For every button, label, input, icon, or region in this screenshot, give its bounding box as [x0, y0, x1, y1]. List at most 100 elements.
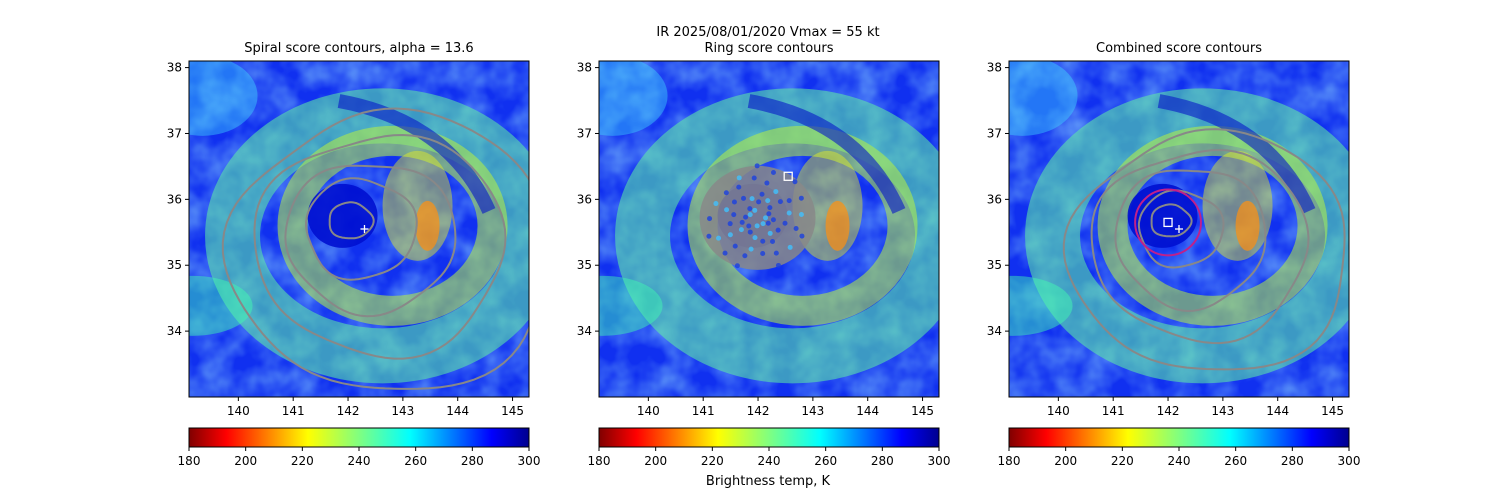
colorbar-tick-label: 220: [1111, 454, 1134, 468]
panel-title: Ring score contours: [704, 41, 833, 56]
score-contours: [221, 107, 529, 390]
center-plus-marker: [1175, 225, 1183, 233]
y-tick-label: 35: [987, 258, 1002, 272]
ring-gap: [742, 253, 748, 259]
ring-gap: [736, 184, 742, 190]
center-square-marker: [1163, 217, 1173, 228]
radius-circle: [1134, 188, 1202, 257]
ring-gap: [736, 175, 742, 181]
ring-gap: [706, 233, 712, 239]
ring-gap: [734, 263, 740, 269]
y-tick-label: 37: [577, 126, 592, 140]
ring-gap: [765, 220, 771, 226]
score-contours: [1062, 128, 1346, 371]
y-tick-label: 38: [167, 61, 182, 75]
ring-gap: [747, 229, 753, 235]
ring-gap: [707, 216, 713, 222]
contour-line: [1150, 203, 1193, 238]
ring-gap: [751, 175, 757, 181]
ring-gap: [793, 226, 799, 232]
y-tick-label: 38: [987, 61, 1002, 75]
x-tick-label: 142: [337, 404, 360, 418]
contour-line: [1090, 148, 1310, 345]
ring-gap: [760, 221, 766, 227]
ring-gap: [731, 212, 737, 218]
ring-gap: [756, 199, 762, 205]
colorbar-tick-label: 180: [178, 454, 201, 468]
ring-gap: [798, 212, 804, 218]
y-tick-label: 37: [167, 126, 182, 140]
ring-gap: [747, 206, 753, 212]
ring-gap: [787, 244, 793, 250]
ring-gap: [749, 196, 755, 202]
ring-gap: [752, 207, 758, 213]
score-contours: [699, 163, 816, 270]
x-tick-label: 144: [856, 404, 879, 418]
panel-2: Ring score contours 140 141 142 143 144 145 34 3…: [577, 41, 951, 468]
x-tick-label: 143: [1211, 404, 1234, 418]
colorbar-tick-label: 280: [1281, 454, 1304, 468]
ring-gap: [760, 250, 766, 256]
colorbar-tick-label: 300: [928, 454, 951, 468]
x-tick-label: 145: [501, 404, 524, 418]
colorbar-tick-label: 260: [814, 454, 837, 468]
x-tick-label: 141: [692, 404, 715, 418]
y-tick-label: 35: [577, 258, 592, 272]
colorbar-tick-label: 240: [348, 454, 371, 468]
ring-gap: [775, 227, 781, 233]
y-tick-label: 37: [987, 126, 1002, 140]
x-tick-label: 143: [391, 404, 414, 418]
ring-gap: [786, 210, 792, 216]
ring-gap: [747, 212, 753, 218]
colorbar-label: Brightness temp, K: [706, 474, 831, 489]
center-plus-marker: [360, 225, 369, 233]
colorbar-tick-label: 300: [1338, 454, 1361, 468]
ring-gap: [743, 214, 749, 220]
ring-gap: [723, 190, 729, 196]
x-tick-label: 142: [1157, 404, 1180, 418]
ring-gap: [773, 189, 779, 195]
colorbar-tick-label: 220: [701, 454, 724, 468]
ring-gap: [727, 221, 733, 227]
ring-gap: [741, 195, 747, 201]
x-tick-label: 143: [801, 404, 824, 418]
colorbar-tick-label: 280: [871, 454, 894, 468]
panel-3: Combined score contours 140 141 142 143 144 14…: [987, 41, 1361, 468]
ir-image: [1009, 61, 1349, 397]
colorbar-tick-label: 260: [404, 454, 427, 468]
ring-gap: [786, 198, 792, 204]
ring-gap: [739, 219, 745, 225]
ring-gap: [765, 198, 771, 204]
ring-gap: [713, 201, 719, 207]
y-tick-label: 36: [577, 192, 592, 206]
ring-gap: [746, 223, 752, 229]
contour-line: [1114, 169, 1267, 313]
ring-gap: [764, 180, 770, 186]
ring-gap: [770, 238, 776, 244]
ring-gap: [748, 246, 754, 252]
contour-line: [253, 133, 507, 360]
ring-gap: [727, 232, 733, 238]
colorbar-tick-label: 200: [644, 454, 667, 468]
ring-gap: [716, 235, 722, 241]
colorbar: 180 200 220 240 260 280 300: [998, 427, 1361, 468]
x-tick-label: 140: [637, 404, 660, 418]
ring-gap: [770, 217, 776, 223]
contour-line: [328, 201, 375, 240]
axes-frame: [598, 60, 940, 398]
ring-gap: [731, 199, 737, 205]
x-tick-label: 145: [911, 404, 934, 418]
panel-title: Spiral score contours, alpha = 13.6: [244, 41, 473, 56]
contour-line: [221, 107, 529, 390]
colorbar-tick-label: 240: [1168, 454, 1191, 468]
ring-gap: [732, 243, 738, 249]
x-tick-label: 144: [446, 404, 469, 418]
ring-gap: [766, 211, 772, 217]
contour-line: [304, 177, 418, 281]
x-tick-label: 145: [1321, 404, 1344, 418]
colorbar-tick-label: 200: [1054, 454, 1077, 468]
colorbar-tick-label: 240: [758, 454, 781, 468]
colorbar-tick-label: 180: [588, 454, 611, 468]
contour-line: [284, 164, 457, 318]
